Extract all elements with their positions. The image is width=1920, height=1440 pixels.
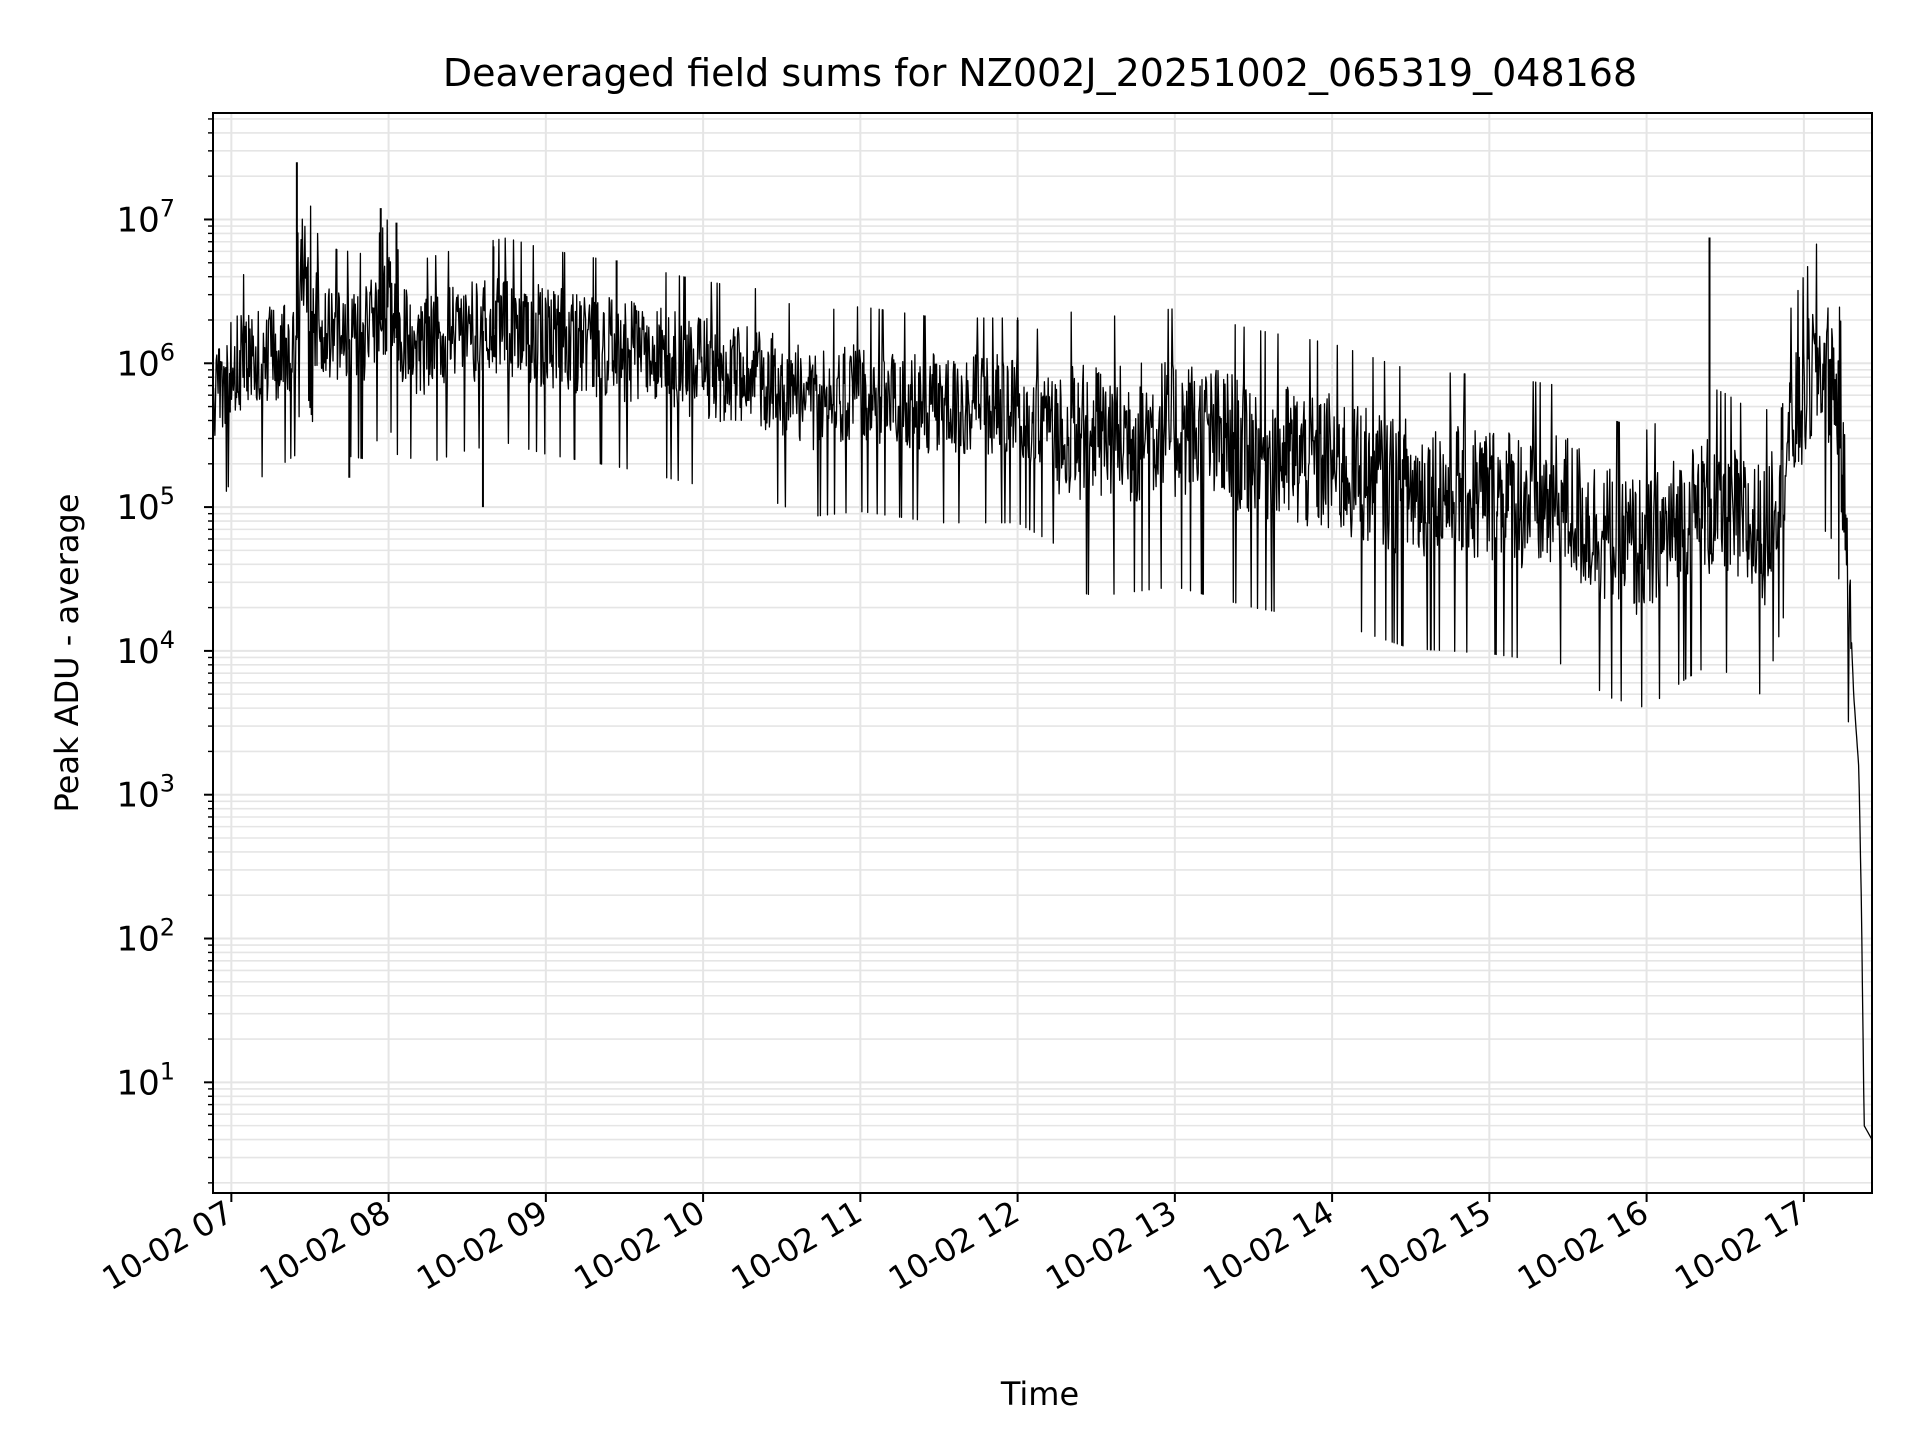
y-tick-label-exponent: 4 [160, 626, 175, 654]
plot-area-frame [212, 112, 1873, 1194]
y-tick-label: 102 [116, 914, 175, 960]
series-line [212, 205, 1873, 1140]
y-tick-label-base: 10 [116, 344, 159, 384]
y-tick-label-base: 10 [116, 200, 159, 240]
x-axis-label: Time [1000, 1375, 1079, 1413]
y-tick-label: 104 [116, 626, 175, 672]
y-tick-label-exponent: 3 [160, 770, 175, 798]
y-tick-label-exponent: 2 [160, 914, 175, 942]
y-tick-label: 107 [116, 194, 175, 240]
y-tick-label-exponent: 6 [160, 338, 175, 366]
y-tick-label-base: 10 [116, 488, 159, 528]
grid-lines [213, 113, 1872, 1193]
y-tick-label-base: 10 [116, 920, 159, 960]
chart-title: Deaveraged field sums for NZ002J_2025100… [443, 51, 1637, 95]
y-tick-label-exponent: 5 [160, 482, 175, 510]
y-tick-label-base: 10 [116, 776, 159, 816]
y-tick-label-base: 10 [116, 1063, 159, 1103]
y-tick-label: 106 [116, 338, 175, 384]
y-tick-label: 103 [116, 770, 175, 816]
data-series [212, 162, 1873, 1140]
y-tick-label: 105 [116, 482, 175, 528]
y-tick-label: 101 [116, 1057, 175, 1103]
y-tick-label-base: 10 [116, 632, 159, 672]
y-tick-label-exponent: 7 [160, 194, 175, 222]
y-axis-label: Peak ADU - average [48, 494, 86, 813]
y-tick-label-exponent: 1 [160, 1057, 175, 1085]
